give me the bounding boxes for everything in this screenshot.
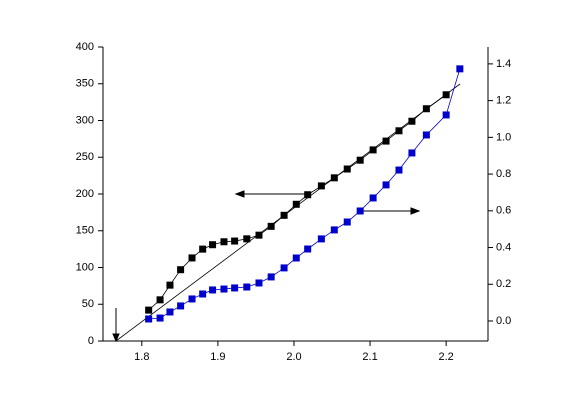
- y-tick-label: 350: [76, 78, 94, 90]
- y-tick-label: 250: [76, 151, 94, 163]
- arrow-head: [234, 190, 245, 198]
- y-tick-label: 150: [76, 225, 94, 237]
- marker: [317, 182, 325, 190]
- y-tick-label: 300: [76, 114, 94, 126]
- x-tick-label: 2.1: [362, 351, 377, 363]
- marker: [408, 149, 416, 157]
- annotations: [112, 190, 421, 343]
- marker: [243, 235, 251, 243]
- marker: [356, 207, 364, 215]
- marker: [343, 218, 351, 226]
- x-tick-label: 1.9: [210, 351, 225, 363]
- marker: [177, 302, 185, 310]
- marker: [422, 131, 430, 139]
- y2-tick-label: 0.2: [496, 278, 511, 290]
- x-tick-label: 2.0: [286, 351, 301, 363]
- marker: [343, 165, 351, 173]
- y2-tick-label: 1.0: [496, 131, 511, 143]
- y2-tick-label: 0.8: [496, 168, 511, 180]
- marker: [456, 65, 464, 73]
- y-tick-label: 100: [76, 261, 94, 273]
- marker: [220, 238, 228, 246]
- marker: [199, 245, 207, 253]
- marker: [145, 315, 153, 323]
- marker: [317, 235, 325, 243]
- marker: [177, 266, 185, 274]
- y-tick-label: 200: [76, 188, 94, 200]
- marker: [231, 237, 239, 245]
- marker: [280, 211, 288, 219]
- marker: [369, 194, 377, 202]
- y-tick-label: 50: [82, 298, 94, 310]
- marker: [304, 245, 312, 253]
- marker: [199, 290, 207, 298]
- marker: [156, 314, 164, 322]
- x-tick-label: 1.8: [134, 351, 149, 363]
- marker: [145, 306, 153, 314]
- marker: [209, 241, 217, 249]
- arrow-head: [112, 333, 120, 343]
- marker: [369, 146, 377, 154]
- marker: [356, 156, 364, 164]
- marker: [188, 254, 196, 262]
- marker: [166, 308, 174, 316]
- marker: [292, 200, 300, 208]
- marker: [330, 174, 338, 182]
- marker: [255, 231, 263, 239]
- marker: [408, 117, 416, 125]
- y-tick-label: 0: [88, 335, 94, 347]
- marker: [231, 284, 239, 292]
- fit-line: [115, 83, 461, 342]
- marker: [243, 283, 251, 291]
- y2-tick-label: 0.4: [496, 241, 511, 253]
- marker: [422, 105, 430, 113]
- y2-tick-label: 1.4: [496, 58, 511, 70]
- marker: [330, 226, 338, 234]
- marker: [395, 127, 403, 135]
- marker: [267, 273, 275, 281]
- marker: [382, 137, 390, 145]
- marker: [156, 296, 164, 304]
- marker: [220, 285, 228, 293]
- marker: [267, 222, 275, 230]
- y2-tick-label: 0.0: [496, 315, 511, 327]
- y2-tick-label: 1.2: [496, 95, 511, 107]
- arrow-head: [410, 207, 421, 215]
- marker: [280, 264, 288, 272]
- marker: [442, 111, 450, 119]
- marker: [166, 281, 174, 289]
- marker: [209, 286, 217, 294]
- marker: [442, 91, 450, 99]
- marker: [188, 295, 196, 303]
- y-tick-label: 400: [76, 41, 94, 53]
- x-tick-label: 2.2: [439, 351, 454, 363]
- marker: [292, 254, 300, 262]
- marker: [255, 279, 263, 287]
- y2-tick-label: 0.6: [496, 205, 511, 217]
- marker: [304, 191, 312, 199]
- marker: [395, 166, 403, 174]
- marker: [382, 181, 390, 189]
